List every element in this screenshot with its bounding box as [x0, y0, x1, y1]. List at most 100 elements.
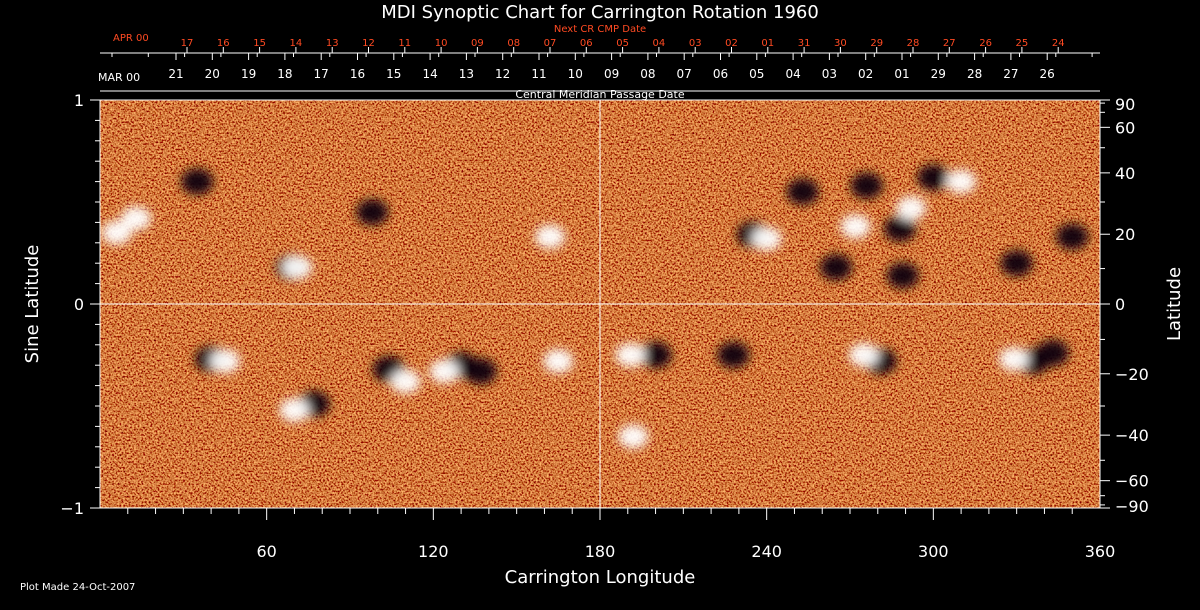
cmp-date-label: 07 [677, 67, 692, 81]
x-axis: 60 120 180 240 300 360 [127, 508, 1116, 561]
positive-polarity-region-5 [840, 214, 871, 239]
next-cr-month: APR 00 [113, 33, 149, 44]
negative-polarity-region-18 [717, 342, 750, 368]
positive-polarity-region-10 [390, 369, 421, 394]
top-date-axes: Next CR CMP Date APR 00 MAR 00 Central M… [98, 24, 1100, 101]
next-cr-date-label: 30 [834, 38, 847, 49]
next-cr-date-label: 13 [326, 38, 339, 49]
next-cr-date-label: 16 [217, 38, 230, 49]
negative-polarity-region-5 [850, 172, 883, 199]
negative-polarity-region-0 [181, 168, 214, 195]
next-cr-date-label: 01 [761, 38, 774, 49]
positive-polarity-region-2 [282, 255, 313, 280]
y-right-tick-label: −90 [1115, 497, 1149, 516]
positive-polarity-region-1 [121, 206, 152, 231]
y-left-axis-label: Sine Latitude [22, 245, 43, 364]
y-right-tick-label: −20 [1115, 365, 1149, 384]
cmp-date-label: 13 [459, 67, 474, 81]
y-right-tick-label: 90 [1115, 95, 1135, 114]
negative-polarity-region-11 [1056, 223, 1089, 250]
next-cr-date-label: 07 [544, 38, 557, 49]
y-right-tick-label: 60 [1115, 118, 1135, 137]
cmp-date-label: 06 [713, 67, 728, 81]
cmp-date-label: 10 [568, 67, 583, 81]
negative-polarity-region-6 [917, 164, 950, 191]
cmp-date-label: 14 [422, 67, 437, 81]
positive-polarity-region-15 [998, 347, 1029, 372]
positive-polarity-region-6 [896, 196, 927, 221]
cmp-date-label: 18 [277, 67, 292, 81]
cmp-date-label: 29 [931, 67, 946, 81]
next-cr-date-label: 26 [979, 38, 992, 49]
cmp-date-label: 04 [785, 67, 800, 81]
next-cr-date-label: 25 [1016, 38, 1029, 49]
cmp-label: Central Meridian Passage Date [515, 88, 684, 101]
cmp-date-label: 19 [241, 67, 256, 81]
next-cr-date-label: 08 [507, 38, 520, 49]
x-tick-label: 300 [918, 542, 949, 561]
negative-polarity-region-10 [1000, 250, 1033, 277]
cmp-date-label: 02 [858, 67, 873, 81]
y-left-tick-label: −1 [60, 499, 84, 518]
x-tick-label: 180 [585, 542, 616, 561]
y-right-tick-label: 20 [1115, 225, 1135, 244]
next-cr-date-label: 24 [1052, 38, 1065, 49]
cmp-date-label: 03 [822, 67, 837, 81]
y-left-tick-label: 1 [74, 91, 84, 110]
cmp-date-label: 01 [894, 67, 909, 81]
negative-polarity-region-4 [786, 178, 819, 205]
positive-polarity-region-11 [429, 359, 460, 384]
y-right-tick-label: 0 [1115, 295, 1125, 314]
cmp-date-label: 12 [495, 67, 510, 81]
cmp-date-label: 15 [386, 67, 401, 81]
positive-polarity-region-14 [848, 343, 879, 367]
cmp-date-label: 08 [640, 67, 655, 81]
positive-polarity-region-3 [535, 224, 565, 249]
positive-polarity-region-8 [210, 349, 240, 374]
x-tick-label: 360 [1085, 542, 1116, 561]
y-right-axis-label: Latitude [1164, 267, 1185, 341]
x-axis-label: Carrington Longitude [505, 567, 696, 588]
positive-polarity-region-12 [543, 349, 574, 374]
positive-polarity-region-9 [279, 398, 310, 423]
cmp-date-label: 26 [1040, 67, 1055, 81]
y-left-tick-label: 0 [74, 295, 84, 314]
next-cr-date-label: 17 [181, 38, 194, 49]
cmp-date-label: 21 [168, 67, 183, 81]
next-cr-date-label: 27 [943, 38, 956, 49]
negative-polarity-region-7 [884, 215, 916, 242]
positive-polarity-region-7 [946, 169, 977, 194]
x-tick-label: 60 [256, 542, 276, 561]
cmp-month: MAR 00 [98, 71, 140, 84]
cmp-date-label: 05 [749, 67, 764, 81]
negative-polarity-region-21 [1036, 339, 1069, 366]
y-right-axis: 90 60 40 20 0 −20 −40 −60 −90 [1100, 95, 1149, 516]
next-cr-date-label: 12 [362, 38, 375, 49]
cmp-date-label: 27 [1003, 67, 1018, 81]
next-cr-date-label: 09 [471, 38, 484, 49]
positive-polarity-region-0 [101, 220, 132, 245]
y-left-axis: 1 0 −1 [60, 91, 100, 518]
next-cr-date-label: 04 [653, 38, 666, 49]
next-cr-date-label: 29 [870, 38, 883, 49]
y-right-tick-label: −40 [1115, 426, 1149, 445]
negative-polarity-region-8 [820, 254, 853, 281]
cmp-date-label: 17 [314, 67, 329, 81]
positive-polarity-region-13 [615, 343, 646, 367]
next-cr-date-label: 15 [253, 38, 266, 49]
next-cr-date-label: 05 [616, 38, 629, 49]
footer-note: Plot Made 24-Oct-2007 [20, 582, 135, 593]
next-cr-date-label: 03 [689, 38, 702, 49]
next-cr-date-label: 06 [580, 38, 593, 49]
positive-polarity-region-16 [618, 424, 649, 449]
y-right-tick-label: −60 [1115, 472, 1149, 491]
cmp-date-label: 28 [967, 67, 982, 81]
cmp-date-label: 09 [604, 67, 619, 81]
x-tick-label: 240 [751, 542, 782, 561]
plot-area [99, 99, 1101, 509]
negative-polarity-region-17 [639, 342, 672, 368]
next-cr-date-label: 10 [435, 38, 448, 49]
chart-title: MDI Synoptic Chart for Carrington Rotati… [381, 2, 819, 23]
next-cr-date-label: 02 [725, 38, 738, 49]
